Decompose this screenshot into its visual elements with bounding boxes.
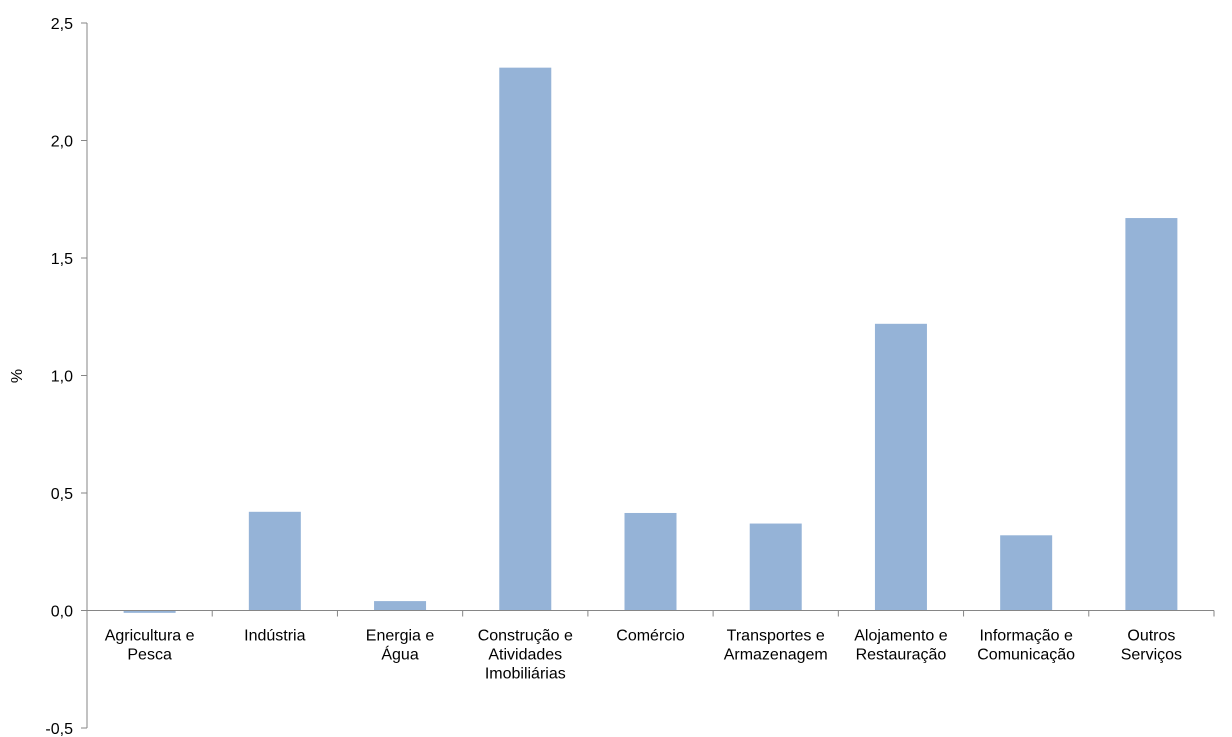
x-tick-label: Outros Serviços [1121,628,1182,664]
y-axis-title: % [9,369,26,383]
bar [499,67,552,611]
x-tick-label: Informação e Comunicação [977,628,1075,664]
y-tick-label: 0,0 [51,604,73,621]
y-axis: -0,5 0,0 0,5 1,0 1,5 2,0 2,5 [45,16,88,737]
x-tick-label: Energia e Água [366,628,435,664]
x-tick-label: Agricultura e Pesca [105,628,195,664]
x-tick-label: Construção e Atividades Imobiliárias [478,628,573,683]
x-tick-label: Alojamento e Restauração [854,628,947,664]
y-tick-label: 0,5 [51,486,73,503]
x-tick-label: Indústria [244,628,305,645]
y-tick-label: -0,5 [45,721,73,737]
x-axis: Agricultura e Pesca Indústria Energia e Água… [87,610,1215,683]
bars [123,67,1178,613]
y-tick-label: 1,0 [51,369,73,386]
bar [874,323,927,611]
x-tick-label: Comércio [616,628,685,645]
bar [1000,535,1053,611]
x-tick-label: Transportes e Armazenagem [724,628,828,664]
bar [248,511,301,611]
y-tick-label: 2,5 [51,16,73,33]
y-tick-label: 1,5 [51,251,73,268]
bar [1125,218,1178,611]
y-tick-label: 2,0 [51,134,73,151]
bar [123,610,176,613]
bar [374,601,427,611]
bar [624,512,677,611]
bar [749,523,802,611]
